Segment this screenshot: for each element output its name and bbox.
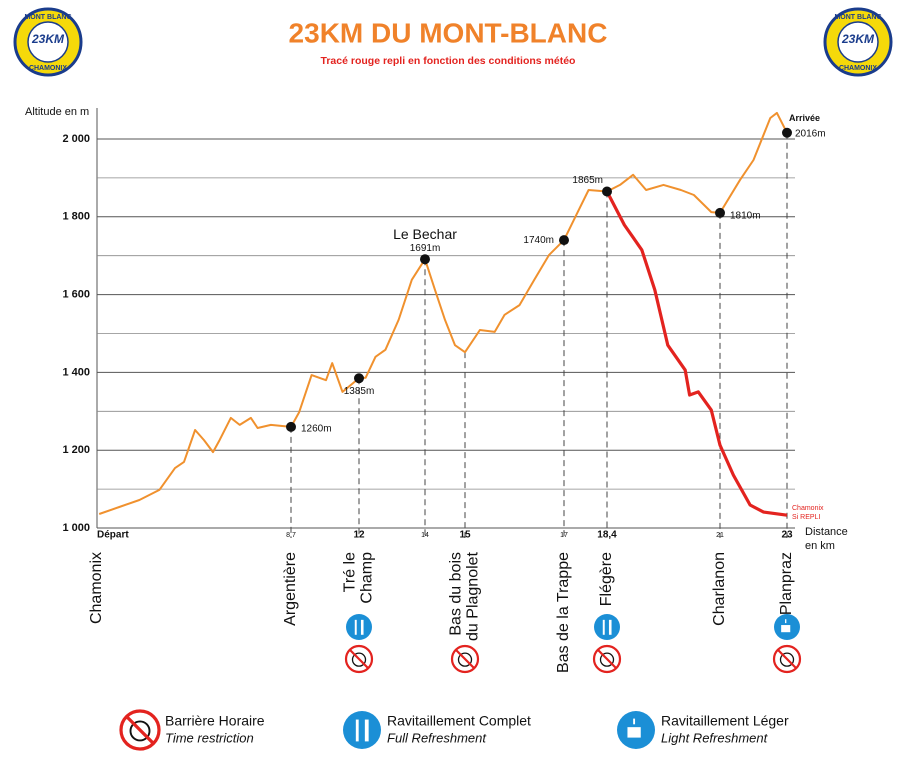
- logo: MONT BLANC 23KM CHAMONIX: [823, 7, 893, 77]
- repli-label: Si REPLI: [792, 514, 820, 521]
- logo-text: MONT BLANC: [834, 14, 881, 21]
- legend-title: Ravitaillement Léger: [661, 713, 789, 729]
- y-tick-label: 1 000: [62, 522, 90, 534]
- logo-text: 23KM: [841, 32, 875, 46]
- y-tick-label: 1 400: [62, 366, 90, 378]
- time-icon: [772, 644, 802, 674]
- icon-clock: [351, 652, 367, 667]
- logo-inner: [837, 21, 879, 63]
- station-label: 2016m: [795, 128, 826, 139]
- y-tick-label: 1 200: [62, 444, 90, 456]
- icon-clock: [129, 720, 151, 742]
- logo-text: CHAMONIX: [839, 65, 877, 72]
- y-tick-label: 2 000: [62, 133, 90, 145]
- station-label: 1691m: [410, 243, 441, 254]
- station-dot: [782, 127, 792, 138]
- station-dot: [354, 373, 364, 384]
- chart-title: 23KM DU MONT-BLANC: [289, 17, 608, 48]
- time-icon: [344, 644, 374, 674]
- icon-clock: [599, 652, 615, 667]
- place-label: Tré le: [342, 552, 359, 592]
- legend-subtitle: Time restriction: [165, 730, 254, 745]
- profile-line: [98, 111, 788, 515]
- station-label: 1865m: [572, 175, 603, 186]
- icon-clock: [457, 652, 473, 667]
- icon-slash: [777, 649, 797, 669]
- station-name: Arrivée: [789, 113, 820, 123]
- x-tick-label: 21: [716, 532, 724, 539]
- place-label: Argentière: [282, 552, 299, 626]
- station-dot: [715, 207, 725, 218]
- place-label: Champ: [359, 552, 376, 604]
- icon-slash: [125, 715, 155, 745]
- profile-line: [605, 190, 788, 517]
- y-axis-label: Altitude en m: [25, 106, 89, 118]
- x-axis-label: Distance: [805, 526, 848, 538]
- x-tick-label: 14: [421, 532, 429, 539]
- y-tick-label: 1 600: [62, 289, 90, 301]
- legend-title: Barrière Horaire: [165, 713, 265, 729]
- icon-slash: [597, 649, 617, 669]
- time-icon: [119, 709, 161, 751]
- place-label: Bas de la Trappe: [555, 552, 572, 673]
- logo-text: 23KM: [31, 32, 65, 46]
- repli-label: Chamonix: [792, 505, 824, 512]
- refreshment-icon: [617, 711, 655, 749]
- logo-text: CHAMONIX: [29, 65, 67, 72]
- icon-cup: [627, 727, 641, 738]
- place-label: Planpraz: [778, 552, 795, 615]
- place-label: Chamonix: [88, 552, 105, 624]
- logo-text: MONT BLANC: [24, 14, 71, 21]
- logo: MONT BLANC 23KM CHAMONIX: [13, 7, 83, 77]
- station-dot: [286, 421, 296, 432]
- station-label: 1260m: [301, 424, 332, 435]
- station-dot: [420, 254, 430, 265]
- icon-bg: [343, 711, 381, 749]
- x-tick-label: Départ: [97, 530, 129, 541]
- x-tick-label: 17: [560, 532, 568, 539]
- logo-inner: [27, 21, 69, 63]
- icon-slash: [455, 649, 475, 669]
- station-name: Le Bechar: [393, 226, 457, 242]
- legend-title: Ravitaillement Complet: [387, 713, 531, 729]
- x-tick-label: 12: [353, 530, 365, 541]
- place-label: Bas du bois: [448, 552, 465, 636]
- icon-bg: [346, 614, 372, 640]
- station-label: 1385m: [344, 386, 375, 397]
- place-label: Flégère: [598, 552, 615, 606]
- icon-clock: [779, 652, 795, 667]
- refreshment-icon: [594, 614, 620, 640]
- x-tick-label: 23: [781, 530, 793, 541]
- station-label: 1740m: [523, 235, 554, 246]
- refreshment-icon: [346, 614, 372, 640]
- legend-subtitle: Light Refreshment: [661, 730, 769, 745]
- x-tick-label: 8,7: [286, 532, 296, 539]
- station-dot: [602, 186, 612, 197]
- refreshment-icon: [343, 711, 381, 749]
- icon-cup: [781, 625, 791, 633]
- refreshment-icon: [774, 614, 800, 640]
- x-tick-label: 15: [459, 530, 471, 541]
- legend-subtitle: Full Refreshment: [387, 730, 487, 745]
- y-tick-label: 1 800: [62, 211, 90, 223]
- station-label: 1810m: [730, 211, 761, 222]
- place-label: Charlanon: [711, 552, 728, 626]
- icon-bg: [594, 614, 620, 640]
- chart-subtitle: Tracé rouge repli en fonction des condit…: [321, 55, 576, 67]
- station-dot: [559, 235, 569, 246]
- x-tick-label: 18,4: [597, 530, 617, 541]
- time-icon: [450, 644, 480, 674]
- x-axis-label: en km: [805, 540, 835, 552]
- time-icon: [592, 644, 622, 674]
- place-label: du Plagnolet: [465, 551, 482, 641]
- icon-slash: [349, 649, 369, 669]
